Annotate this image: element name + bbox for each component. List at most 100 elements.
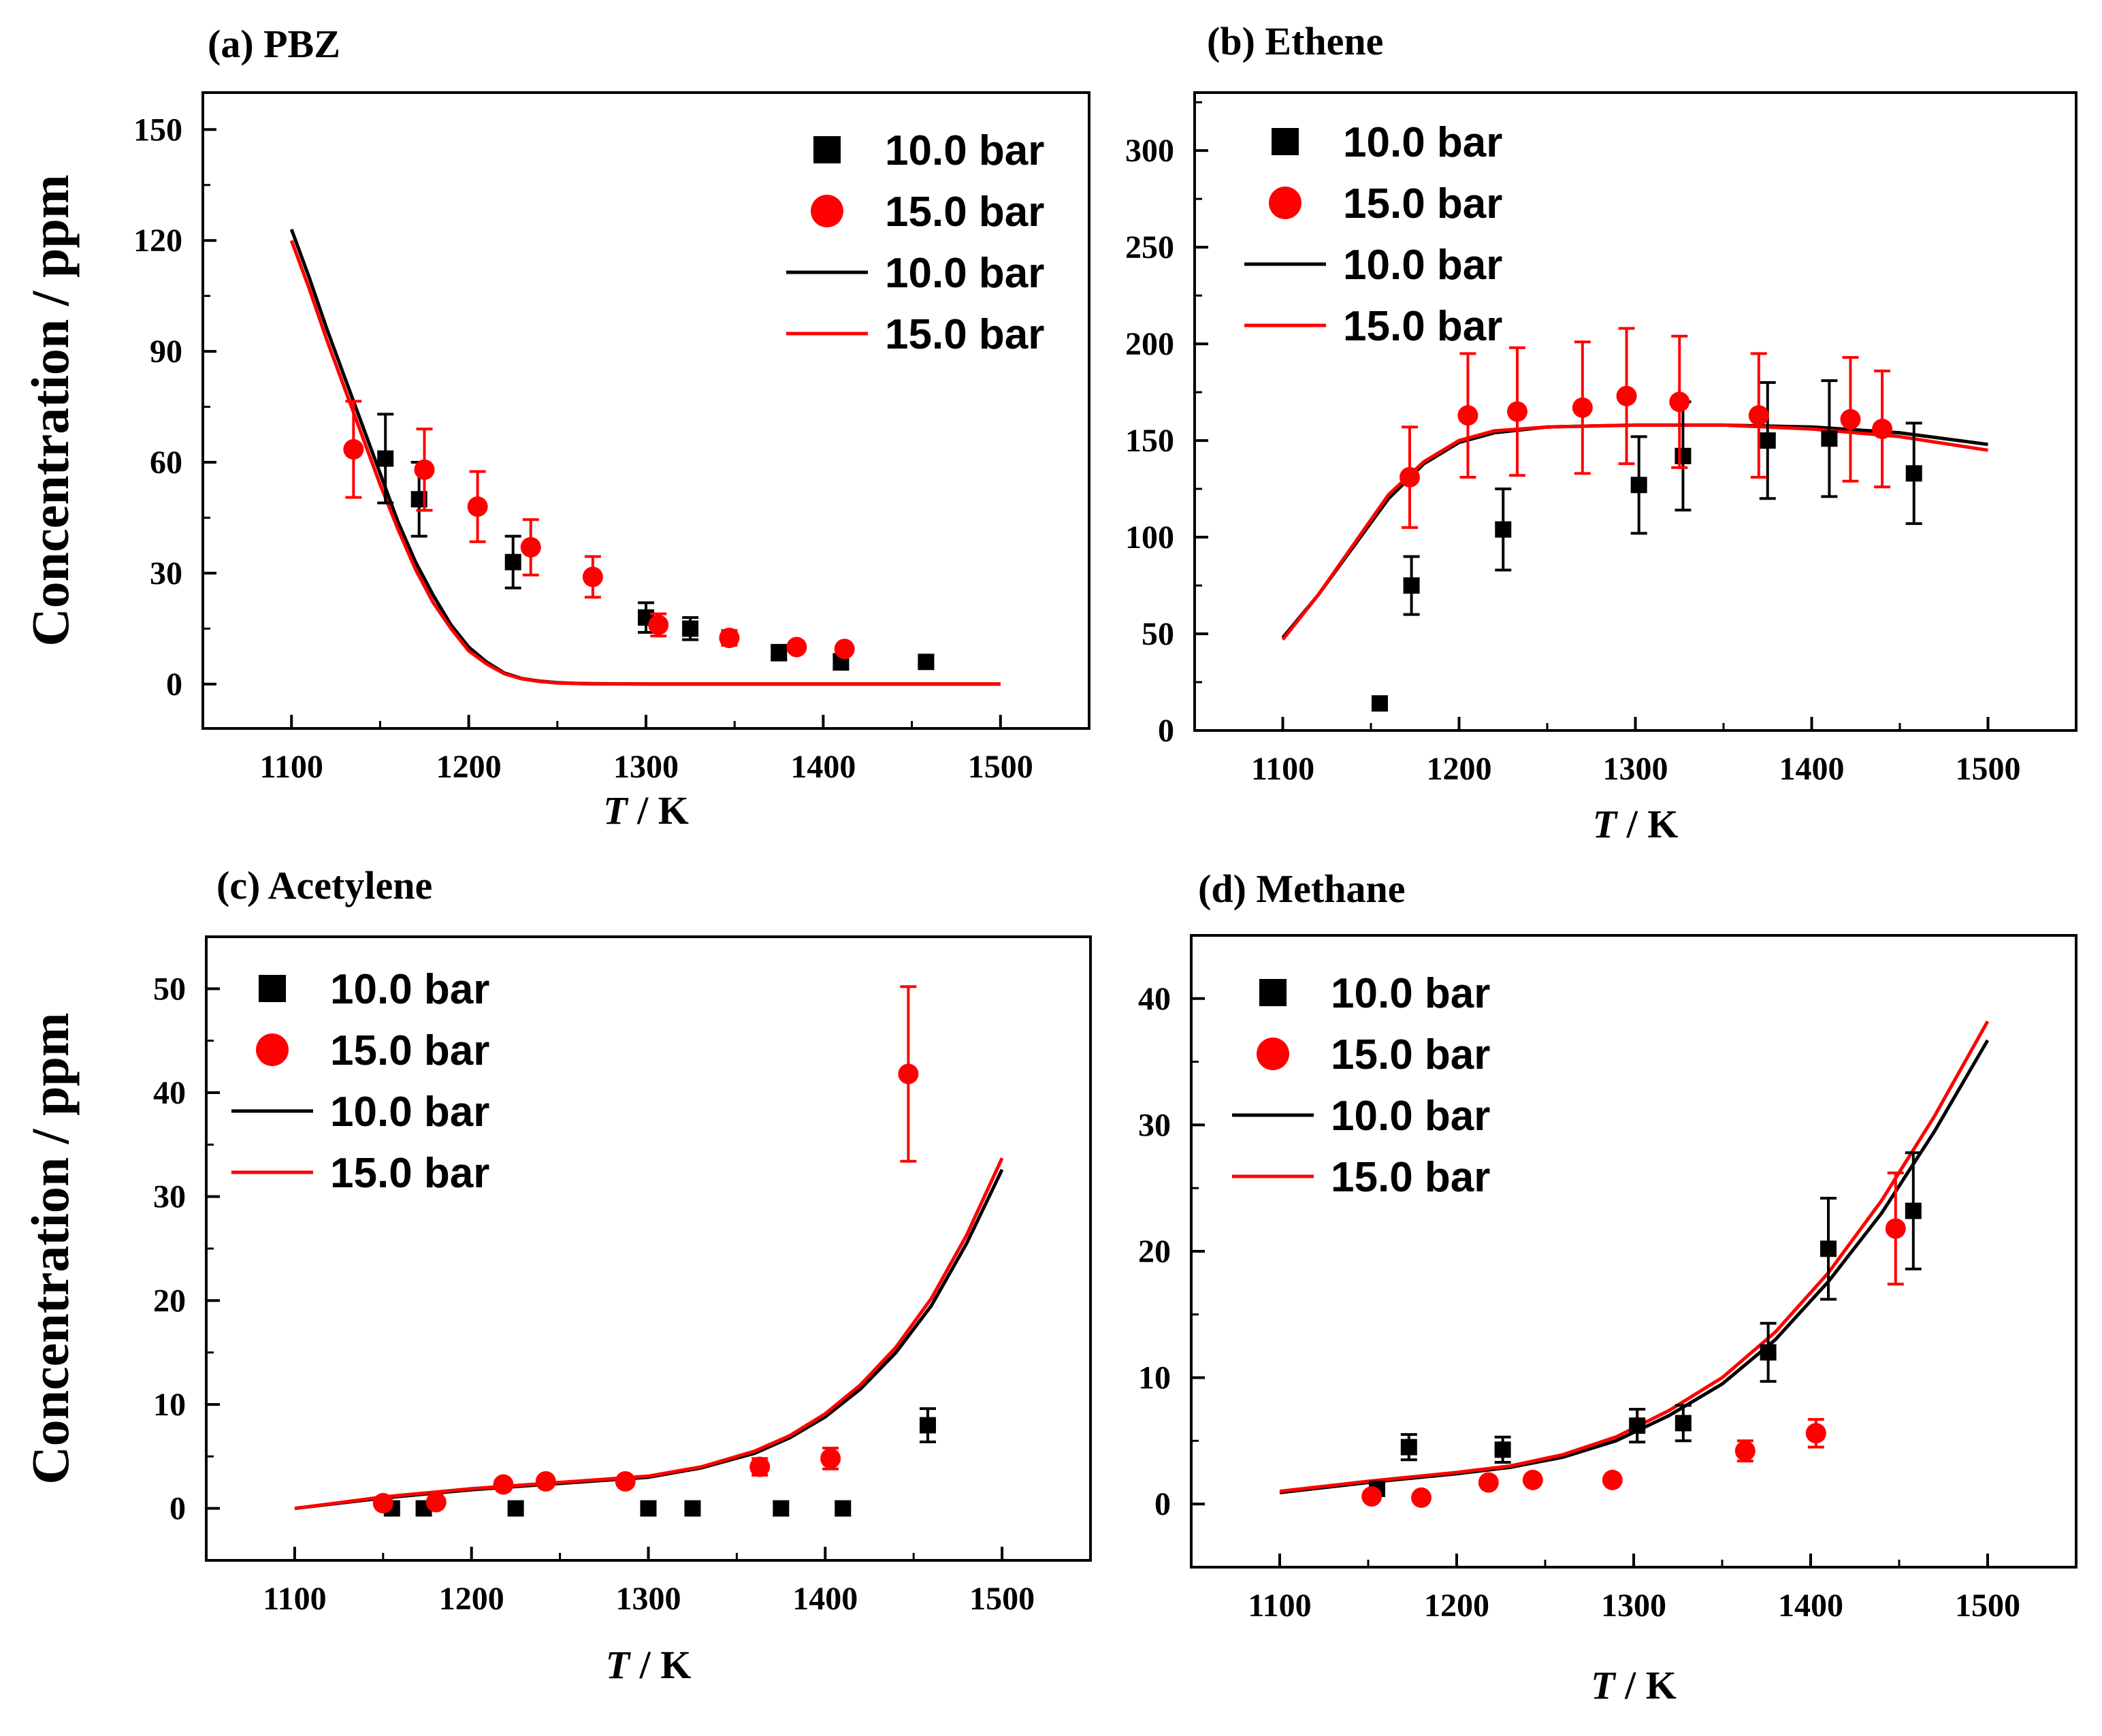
- data-point-circle: [414, 459, 435, 480]
- y-tick-label: 40: [153, 1075, 186, 1111]
- data-point-square: [773, 1500, 790, 1517]
- data-point-circle: [1885, 1218, 1906, 1239]
- x-tick-label: 1300: [1603, 751, 1668, 787]
- data-point-circle: [372, 1493, 393, 1514]
- panel-4: (d) Methane 1100 1200 1300 1400 1500 0 10 20 30 40…: [1138, 867, 2077, 1707]
- model-line-150bar: [1281, 423, 1988, 641]
- data-point-square: [1403, 577, 1420, 594]
- data-point-circle: [493, 1474, 514, 1495]
- data-point-circle: [520, 536, 541, 558]
- data-point-square: [835, 1500, 852, 1517]
- y-axis-label: Concentration / ppm: [20, 1012, 80, 1484]
- x-tick-label: 1400: [790, 749, 856, 785]
- legend-label: 15.0 bar: [1343, 180, 1502, 227]
- x-axis-label-symbol: T: [1591, 1663, 1617, 1707]
- legend-label: 15.0 bar: [330, 1027, 489, 1074]
- x-tick-label: 1500: [1955, 1588, 2020, 1624]
- x-axis-label-symbol: T: [1593, 802, 1619, 846]
- legend-label: 15.0 bar: [885, 189, 1044, 236]
- data-point-square: [1760, 1344, 1777, 1361]
- x-axis-label-symbol: T: [603, 788, 629, 833]
- y-tick-label: 120: [133, 223, 182, 259]
- legend-marker-circle: [256, 1033, 289, 1066]
- data-point-circle: [467, 496, 488, 517]
- x-tick-label: 1300: [1601, 1588, 1666, 1624]
- x-tick-label: 1100: [1248, 1588, 1311, 1624]
- data-point-square: [1675, 1415, 1692, 1432]
- data-point-square: [1905, 465, 1922, 482]
- y-tick-label: 30: [150, 556, 182, 592]
- legend-label: 10.0 bar: [330, 966, 489, 1013]
- x-axis-label: T / K: [606, 1643, 692, 1687]
- data-point-square: [684, 1500, 701, 1517]
- data-point-circle: [648, 614, 669, 635]
- data-point-square: [1400, 1438, 1417, 1456]
- x-tick-label: 1200: [436, 749, 502, 785]
- y-tick-label: 0: [166, 666, 182, 703]
- y-tick-label: 150: [1125, 423, 1174, 459]
- data-point-circle: [582, 566, 603, 588]
- x-axis-label: T / K: [1591, 1663, 1677, 1707]
- model-line-150bar: [1279, 1020, 1990, 1494]
- y-tick-label: 0: [1154, 1486, 1171, 1522]
- legend-marker-square: [1272, 128, 1299, 155]
- y-tick-label: 250: [1125, 229, 1174, 266]
- data-point-square: [919, 1417, 936, 1434]
- data-point-circle: [1734, 1441, 1756, 1462]
- legend-label: 10.0 bar: [885, 127, 1044, 174]
- model-line-150bar: [294, 1157, 1004, 1511]
- data-point-square: [682, 620, 699, 637]
- data-point-circle: [719, 627, 740, 648]
- data-point-circle: [1506, 401, 1527, 422]
- x-tick-label: 1500: [969, 1581, 1035, 1617]
- x-axis-label-unit: / K: [1615, 1663, 1677, 1707]
- legend-label: 10.0 bar: [1331, 970, 1490, 1017]
- legend-label: 10.0 bar: [1343, 119, 1502, 166]
- data-point-circle: [1361, 1486, 1383, 1507]
- data-point-circle: [1872, 419, 1893, 440]
- y-tick-label: 0: [169, 1491, 186, 1527]
- legend-marker-square: [813, 136, 841, 163]
- data-point-square: [377, 450, 394, 467]
- data-point-square: [1759, 432, 1776, 449]
- legend-label: 10.0 bar: [1331, 1093, 1490, 1140]
- panel-title: (c) Acetylene: [216, 863, 432, 907]
- data-point-circle: [786, 637, 807, 658]
- data-point-circle: [1805, 1423, 1826, 1444]
- y-tick-label: 0: [1158, 713, 1174, 749]
- panel-title: (b) Ethene: [1207, 19, 1383, 63]
- data-point-circle: [535, 1470, 556, 1492]
- legend-marker-square: [259, 975, 286, 1002]
- legend-label: 15.0 bar: [330, 1150, 489, 1197]
- data-point-circle: [1840, 408, 1861, 430]
- x-tick-label: 1100: [260, 749, 323, 785]
- data-point-square: [507, 1500, 524, 1517]
- y-tick-label: 90: [150, 334, 182, 370]
- data-point-circle: [1572, 397, 1593, 418]
- legend-marker-circle: [1257, 1038, 1289, 1070]
- data-point-circle: [1602, 1469, 1623, 1490]
- y-axis-label: Concentration / ppm: [20, 174, 80, 646]
- y-tick-label: 60: [150, 445, 182, 481]
- legend-label: 15.0 bar: [885, 311, 1044, 358]
- model-line-150bar: [289, 240, 1001, 686]
- plot-frame: [1190, 934, 2077, 1569]
- x-tick-label: 1400: [1779, 751, 1845, 787]
- data-point-circle: [1457, 405, 1478, 426]
- data-point-square: [1630, 477, 1647, 494]
- x-tick-label: 1300: [616, 1581, 681, 1617]
- legend-marker-circle: [811, 195, 843, 227]
- panel-title: (d) Methane: [1198, 867, 1405, 911]
- data-point-circle: [1411, 1487, 1432, 1508]
- x-tick-label: 1100: [263, 1581, 326, 1617]
- data-point-circle: [615, 1470, 636, 1492]
- legend-label: 10.0 bar: [330, 1089, 489, 1136]
- x-tick-label: 1500: [1956, 751, 2021, 787]
- x-tick-label: 1400: [792, 1581, 858, 1617]
- x-tick-label: 1100: [1251, 751, 1314, 787]
- y-tick-label: 40: [1138, 981, 1171, 1017]
- data-point-circle: [1478, 1472, 1499, 1493]
- data-point-square: [918, 654, 935, 671]
- y-tick-label: 200: [1125, 326, 1174, 362]
